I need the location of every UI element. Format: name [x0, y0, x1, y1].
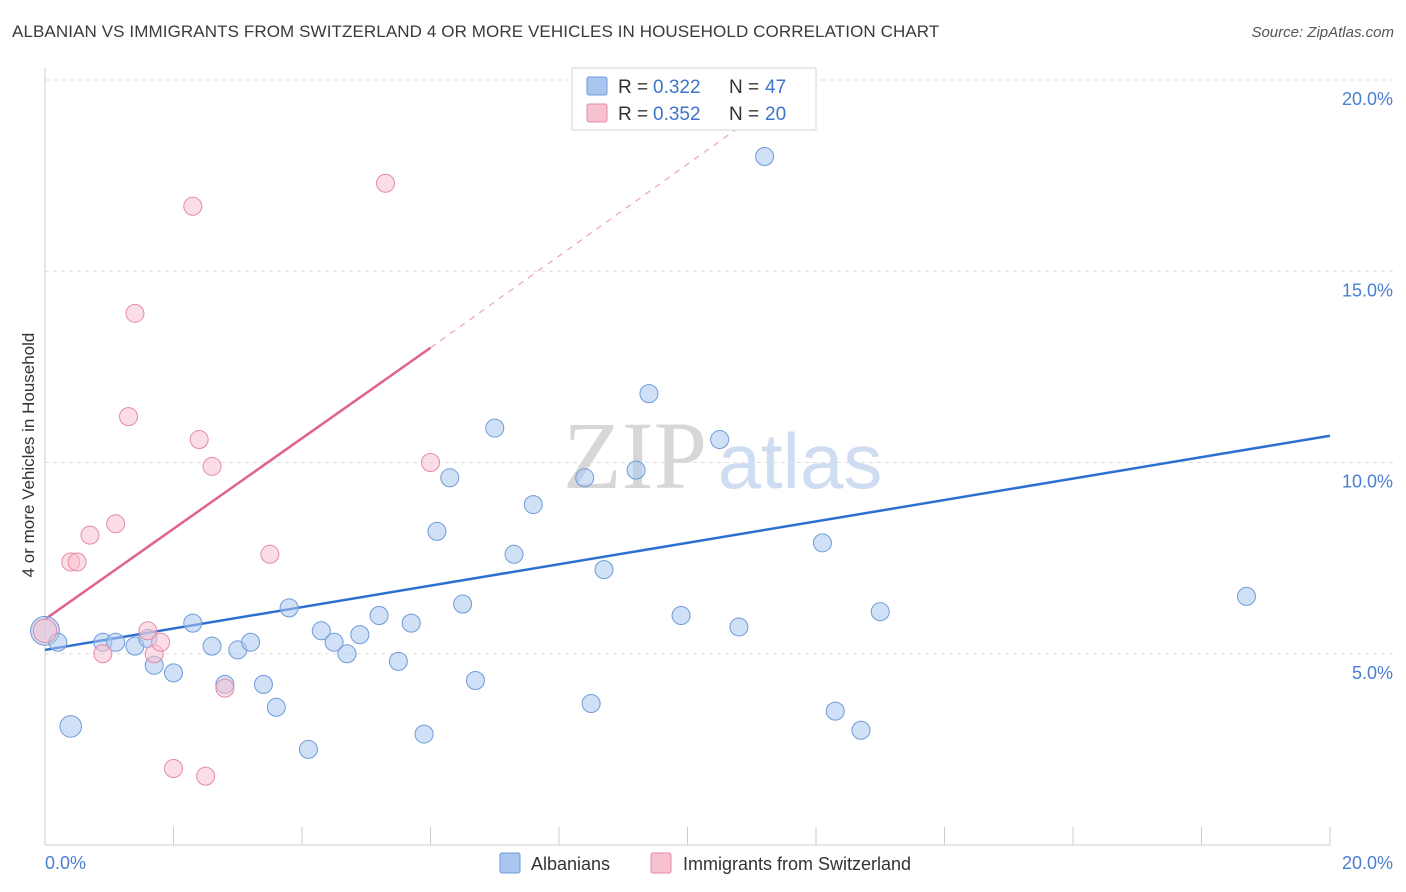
- swiss-point: [260, 544, 280, 564]
- albanians-point: [453, 594, 473, 614]
- swiss-point: [183, 196, 203, 216]
- swiss-point: [106, 514, 126, 534]
- albanians-point: [755, 147, 775, 166]
- legend-label-albanians[interactable]: Albanians: [531, 854, 610, 874]
- y-axis-label: 4 or more Vehicles in Household: [19, 333, 38, 578]
- albanians-point: [440, 468, 460, 488]
- legend-n-swiss: 20: [765, 104, 786, 125]
- albanians-point: [106, 632, 126, 652]
- swiss-point: [421, 453, 440, 472]
- legend-r-label: R =: [618, 104, 648, 125]
- x-tick-label: 0.0%: [45, 853, 86, 873]
- albanians-point: [414, 724, 434, 744]
- albanians-point: [253, 674, 273, 694]
- chart-title: ALBANIAN VS IMMIGRANTS FROM SWITZERLAND …: [12, 22, 940, 41]
- albanians-point: [241, 632, 261, 652]
- albanians-point: [581, 693, 601, 713]
- albanians-point: [324, 632, 344, 652]
- legend-n-albanians: 47: [765, 77, 786, 98]
- albanians-point: [266, 697, 286, 717]
- swiss-point: [93, 644, 113, 664]
- legend-swatch-albanians: [586, 76, 608, 96]
- watermark-atlas: atlas: [718, 417, 883, 505]
- legend-r-swiss: 0.352: [653, 104, 701, 125]
- albanians-point: [465, 671, 485, 691]
- albanians-point: [388, 651, 408, 671]
- albanians-point: [427, 521, 447, 541]
- albanians-point: [812, 533, 832, 553]
- trend-lines: [44, 117, 1331, 652]
- y-tick-label: 20.0%: [1342, 89, 1393, 109]
- watermark-zip: ZIP: [563, 402, 707, 509]
- albanians-point: [279, 598, 299, 618]
- albanians-point: [298, 739, 318, 759]
- swiss-trend-line: [44, 346, 432, 621]
- source-label: Source: ZipAtlas.com: [1251, 24, 1394, 41]
- albanians-point: [729, 617, 749, 637]
- tick-labels: 5.0% 10.0% 15.0% 20.0% 0.0% 20.0%: [45, 89, 1393, 873]
- albanians-point: [350, 625, 370, 645]
- swiss-point: [215, 678, 235, 698]
- swiss-point: [138, 621, 158, 641]
- swiss-point: [67, 552, 87, 572]
- swiss-point: [125, 303, 145, 323]
- legend-r-albanians: 0.322: [653, 77, 701, 98]
- albanians-point: [59, 715, 82, 738]
- stats-legend: R = 0.322 N = 47 R = 0.352 N = 20: [571, 67, 817, 131]
- albanians-point: [401, 613, 421, 633]
- albanians-point: [626, 460, 646, 480]
- albanians-point: [575, 468, 595, 488]
- swiss-point: [151, 632, 171, 652]
- albanians-point: [639, 384, 659, 404]
- albanians-point: [851, 720, 871, 740]
- legend-r-label: R =: [618, 77, 648, 98]
- albanians-point: [523, 495, 543, 515]
- albanians-point: [825, 701, 845, 721]
- albanians-point: [369, 606, 389, 625]
- albanians-point: [504, 544, 524, 564]
- gridlines: [45, 79, 1395, 655]
- axes: [44, 68, 1331, 846]
- swiss-point: [376, 173, 396, 193]
- legend-label-swiss[interactable]: Immigrants from Switzerland: [683, 854, 911, 874]
- x-tick-label: 20.0%: [1342, 853, 1393, 873]
- data-points: [30, 147, 1256, 786]
- swiss-point: [32, 618, 58, 643]
- legend-swatch-swiss: [586, 103, 608, 123]
- y-tick-label: 15.0%: [1342, 280, 1393, 300]
- albanians-point: [337, 644, 357, 664]
- swiss-point: [80, 525, 100, 545]
- albanians-trend-line: [44, 434, 1331, 652]
- albanians-point: [710, 430, 730, 450]
- albanians-point: [594, 560, 614, 580]
- swiss-point: [164, 759, 183, 778]
- swiss-point: [189, 430, 209, 450]
- legend-n-label: N =: [729, 77, 759, 98]
- legend-swatch-albanians[interactable]: [499, 852, 521, 874]
- albanians-point: [485, 418, 505, 438]
- legend-n-label: N =: [729, 104, 759, 125]
- swiss-point: [119, 407, 139, 427]
- albanians-point: [183, 613, 203, 633]
- albanians-point: [1236, 586, 1256, 606]
- swiss-point: [196, 766, 216, 786]
- albanians-point: [870, 602, 890, 622]
- albanians-point: [671, 606, 691, 625]
- y-tick-label: 10.0%: [1342, 472, 1393, 492]
- swiss-trend-extension: [430, 117, 753, 349]
- y-tick-label: 5.0%: [1352, 663, 1393, 683]
- series-legend[interactable]: Albanians Immigrants from Switzerland: [499, 852, 911, 874]
- albanians-point: [164, 663, 183, 683]
- swiss-point: [202, 456, 222, 476]
- albanians-point: [311, 621, 331, 641]
- legend-swatch-swiss[interactable]: [650, 852, 672, 874]
- albanians-point: [202, 636, 222, 656]
